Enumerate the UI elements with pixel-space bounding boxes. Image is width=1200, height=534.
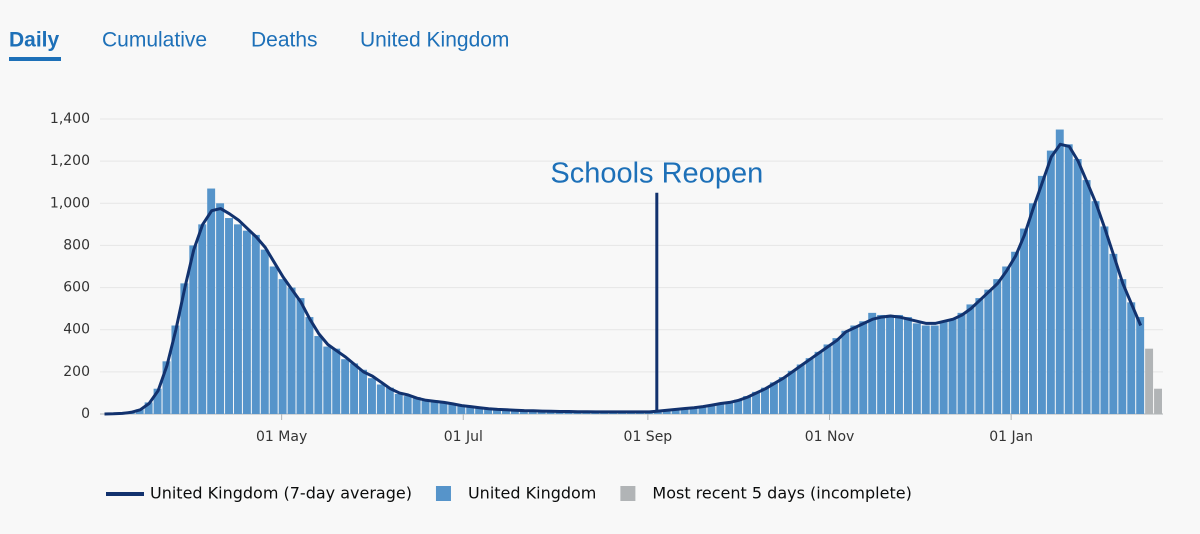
bar: [341, 359, 349, 414]
bar: [1029, 203, 1037, 414]
bar: [198, 224, 206, 414]
bar: [1047, 151, 1055, 414]
bar: [886, 315, 894, 414]
bar: [1092, 201, 1100, 414]
bar: [1056, 130, 1064, 414]
y-tick-label: 400: [63, 322, 90, 338]
y-tick-label: 0: [81, 406, 90, 422]
y-tick-label: 1,000: [50, 195, 90, 211]
bar: [1020, 229, 1028, 414]
bar: [1002, 267, 1010, 415]
legend-label: Most recent 5 days (incomplete): [652, 484, 911, 503]
bar: [422, 401, 430, 414]
bar: [815, 352, 823, 414]
bar: [770, 382, 778, 414]
bar: [859, 321, 867, 414]
tab[interactable]: Daily: [9, 29, 60, 52]
legend-label: United Kingdom: [468, 484, 596, 503]
bar: [270, 267, 278, 415]
y-tick-label: 1,400: [50, 111, 90, 127]
y-tick-label: 1,200: [50, 153, 90, 169]
bar: [189, 245, 197, 414]
bar: [868, 313, 876, 414]
bar: [958, 313, 966, 414]
x-tick-label: 01 Sep: [624, 429, 673, 445]
bar: [931, 326, 939, 415]
bar: [368, 378, 376, 414]
bar: [395, 394, 403, 414]
bar: [1109, 254, 1117, 414]
bar: [305, 317, 313, 414]
bar: [207, 189, 215, 414]
tab[interactable]: Cumulative: [102, 29, 207, 52]
tab-underline: [9, 57, 61, 61]
bar: [949, 319, 957, 414]
bar: [314, 336, 322, 414]
bar: [1127, 302, 1135, 414]
bar: [1118, 279, 1126, 414]
tabs: Daily Cumulative Deaths United Kingdom: [9, 29, 509, 61]
tab[interactable]: United Kingdom: [360, 29, 509, 52]
bar: [1136, 317, 1144, 414]
y-tick-label: 600: [63, 280, 90, 296]
x-tick-label: 01 May: [256, 429, 307, 445]
legend-swatch: [436, 486, 451, 501]
bar: [940, 321, 948, 414]
bar: [1154, 389, 1162, 414]
y-tick-label: 800: [63, 237, 90, 253]
bar: [243, 231, 251, 414]
bar: [824, 344, 832, 414]
bar: [279, 279, 287, 414]
annotation-text: Schools Reopen: [550, 157, 763, 189]
bar: [350, 363, 358, 414]
tab[interactable]: Deaths: [251, 29, 318, 52]
bar: [1038, 176, 1046, 414]
bar: [788, 371, 796, 414]
bar: [323, 347, 331, 414]
bar: [841, 331, 849, 414]
bar: [984, 290, 992, 414]
y-tick-label: 200: [63, 364, 90, 380]
bar: [913, 323, 921, 414]
bar: [439, 403, 447, 414]
x-tick-label: 01 Nov: [805, 429, 855, 445]
bar: [966, 304, 974, 414]
bar: [386, 388, 394, 414]
bar: [975, 298, 983, 414]
legend-label: United Kingdom (7-day average): [150, 484, 412, 503]
bar-series: [1145, 349, 1162, 414]
bar: [216, 203, 224, 414]
bar: [1074, 159, 1082, 414]
bar: [332, 349, 340, 414]
bar: [1011, 252, 1019, 414]
bar: [377, 385, 385, 415]
bar: [1083, 180, 1091, 414]
bar: [779, 377, 787, 414]
bar: [234, 224, 242, 414]
bar: [288, 288, 296, 414]
x-tick-label: 01 Jul: [444, 429, 483, 445]
bar: [359, 370, 367, 414]
bar: [877, 315, 885, 414]
bar: [1100, 226, 1108, 414]
bar: [895, 315, 903, 414]
bar: [261, 250, 269, 414]
bar: [225, 218, 233, 414]
bar: [1145, 349, 1153, 414]
bar: [252, 235, 260, 414]
x-tick-label: 01 Jan: [989, 429, 1033, 445]
bar: [922, 326, 930, 415]
bar: [404, 396, 412, 414]
legend-swatch: [620, 486, 635, 501]
bar: [797, 364, 805, 414]
bar: [850, 326, 858, 415]
bar: [1065, 144, 1073, 414]
bar: [993, 279, 1001, 414]
bar: [832, 338, 840, 414]
bar: [297, 298, 305, 414]
bar: [806, 358, 814, 414]
bar: [904, 317, 912, 414]
